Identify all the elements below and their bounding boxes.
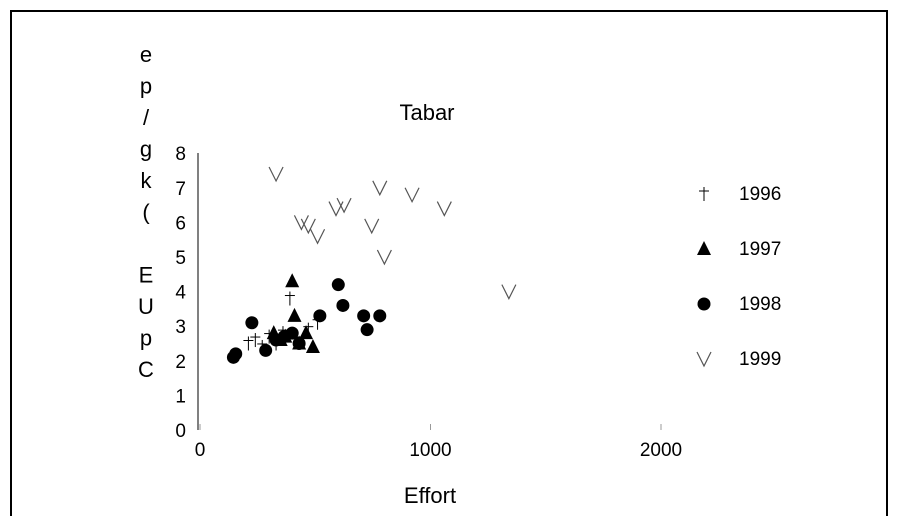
y-axis-label-char: U: [138, 294, 154, 319]
x-ticks: 0 1000 2000: [195, 424, 682, 461]
legend-item: 1998: [697, 294, 781, 315]
x-tick-label: 0: [195, 440, 206, 461]
legend-label: 1998: [739, 294, 781, 315]
y-tick-label: 2: [175, 352, 186, 373]
legend-marker: [697, 241, 711, 255]
legend-label: 1999: [739, 349, 781, 370]
y-tick-label: 1: [175, 386, 186, 407]
data-point: [293, 215, 309, 231]
data-point: [336, 298, 350, 312]
data-point: [229, 347, 243, 361]
data-point: [436, 201, 452, 217]
data-point: [259, 343, 273, 357]
y-tick-label: 0: [175, 421, 186, 442]
data-point: [268, 166, 284, 183]
data-point: [284, 291, 295, 306]
legend-marker: [699, 187, 709, 201]
data-point: [287, 307, 302, 322]
y-axis-label-char: e: [140, 42, 152, 67]
series-1998: [226, 278, 387, 364]
y-axis-label-char: g: [140, 137, 152, 162]
data-point: [300, 218, 316, 235]
data-point: [285, 326, 299, 340]
y-tick-label: 6: [175, 213, 186, 234]
y-axis-label-char: (: [142, 200, 150, 225]
x-axis-label: Effort: [404, 483, 456, 508]
series-1999: [268, 166, 517, 300]
x-tick-label: 1000: [409, 440, 451, 461]
x-tick-label: 2000: [640, 440, 682, 461]
legend-item: 1997: [697, 239, 781, 260]
y-tick-label: 8: [175, 144, 186, 165]
data-point: [243, 336, 254, 351]
y-axis-label-char: p: [140, 326, 152, 351]
y-axis-label-char: E: [139, 263, 154, 288]
data-point: [285, 273, 300, 288]
data-point: [364, 218, 380, 235]
y-tick-label: 4: [175, 283, 186, 304]
data-point: [372, 180, 388, 197]
data-point: [310, 228, 326, 245]
data-point: [336, 197, 352, 214]
y-tick-label: 7: [175, 179, 186, 200]
legend-item: 1996: [699, 184, 781, 205]
legend-item: 1999: [696, 349, 781, 370]
data-point: [250, 333, 261, 348]
legend-marker: [696, 351, 712, 368]
data-point: [305, 338, 320, 353]
axes: [197, 153, 199, 430]
data-point: [331, 278, 345, 292]
y-tick-label: 3: [175, 317, 186, 338]
chart-title: Tabar: [399, 100, 454, 125]
data-point: [376, 249, 392, 266]
y-axis-label-char: p: [140, 74, 152, 99]
legend-label: 1996: [739, 184, 781, 205]
data-point: [357, 309, 371, 323]
y-axis-label-char: /: [143, 105, 150, 130]
y-axis-label-char: C: [138, 357, 154, 382]
legend: 1996 1997 1998 1999: [696, 184, 781, 370]
data-point: [328, 201, 344, 217]
data-point: [292, 337, 306, 350]
data-points: [226, 166, 517, 364]
legend-marker: [697, 297, 711, 311]
data-point: [373, 309, 387, 323]
y-tick-label: 5: [175, 248, 186, 269]
data-point: [501, 284, 517, 300]
legend-label: 1997: [739, 239, 781, 260]
data-point: [245, 316, 259, 330]
data-point: [313, 309, 327, 323]
data-point: [404, 187, 420, 204]
data-point: [360, 323, 374, 337]
y-axis-label-char: k: [141, 168, 153, 193]
y-ticks: 0 1 2 3 4 5 6 7 8: [175, 144, 186, 442]
data-point: [299, 325, 314, 340]
